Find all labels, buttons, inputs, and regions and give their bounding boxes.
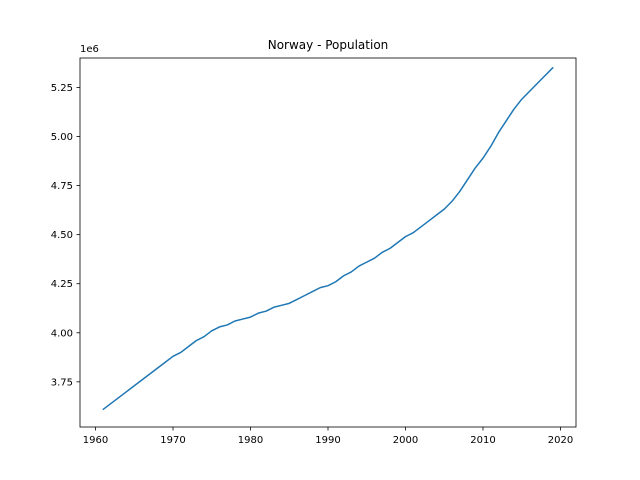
y-tick-label: 3.75 — [51, 377, 73, 388]
y-tick-label: 4.75 — [51, 181, 73, 192]
x-tick-label: 1980 — [238, 435, 263, 446]
population-line — [102, 67, 554, 411]
x-axis: 1960 1970 1980 1990 2000 2010 2020 — [83, 427, 573, 446]
x-tick-label: 1960 — [83, 435, 108, 446]
x-tick-label: 2010 — [470, 435, 495, 446]
x-tick-label: 1990 — [315, 435, 340, 446]
chart-title: Norway - Population — [268, 38, 389, 52]
y-tick-label: 4.50 — [51, 230, 73, 241]
y-tick-label: 5.00 — [51, 132, 73, 143]
y-tick-label: 4.00 — [51, 328, 73, 339]
y-tick-label: 5.25 — [51, 83, 73, 94]
x-tick-label: 2000 — [393, 435, 418, 446]
x-tick-label: 2020 — [548, 435, 573, 446]
plot-frame — [79, 57, 577, 428]
plot-series — [102, 67, 554, 411]
y-tick-label: 4.25 — [51, 279, 73, 290]
y-axis: 3.75 4.00 4.25 4.50 4.75 5.00 5.25 — [51, 83, 80, 388]
x-tick-label: 1970 — [160, 435, 185, 446]
y-offset-label: 1e6 — [80, 44, 99, 55]
